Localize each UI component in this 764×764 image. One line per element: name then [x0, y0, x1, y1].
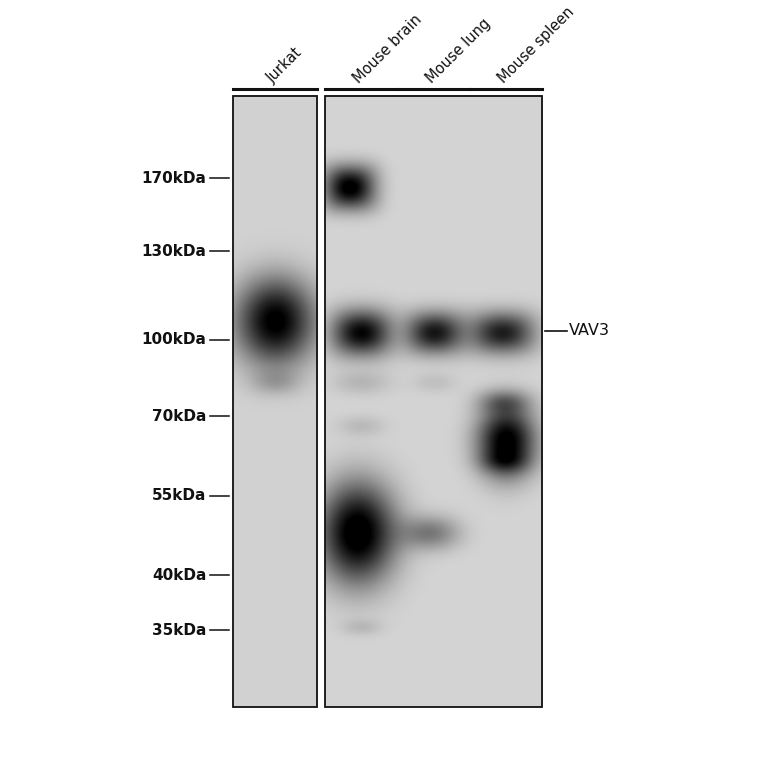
- Text: 55kDa: 55kDa: [152, 488, 206, 503]
- Bar: [325, 96, 542, 707]
- Text: Mouse lung: Mouse lung: [423, 16, 493, 86]
- Text: 130kDa: 130kDa: [141, 244, 206, 259]
- Text: Mouse brain: Mouse brain: [351, 12, 425, 86]
- Text: 35kDa: 35kDa: [152, 623, 206, 638]
- Text: VAV3: VAV3: [569, 323, 610, 338]
- Text: Mouse spleen: Mouse spleen: [496, 5, 578, 86]
- Text: 100kDa: 100kDa: [141, 332, 206, 348]
- Bar: [233, 96, 317, 707]
- Text: 40kDa: 40kDa: [152, 568, 206, 583]
- Text: 70kDa: 70kDa: [152, 409, 206, 424]
- Text: 170kDa: 170kDa: [141, 170, 206, 186]
- Text: Jurkat: Jurkat: [264, 45, 306, 86]
